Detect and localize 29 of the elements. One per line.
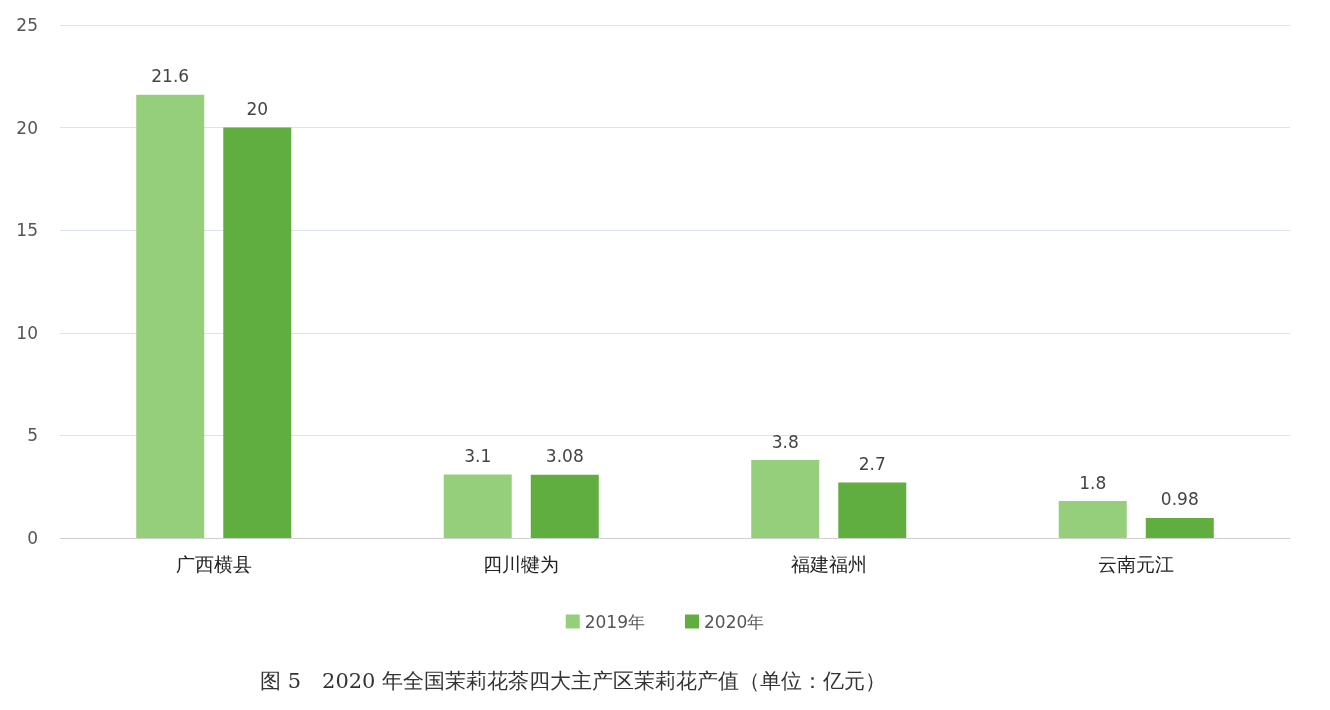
- text: 图 5 2020 年全国茉莉花茶四大主产区茉莉花产值（单位：亿元）: [260, 668, 887, 693]
- y-tick-label: 25: [16, 15, 38, 35]
- data-label: 21.6: [151, 66, 190, 87]
- data-label: 3.08: [545, 446, 584, 467]
- y-tick-label: 20: [16, 117, 38, 138]
- y-tick-label: 0: [27, 528, 38, 548]
- x-tick-label: 四川犍为: [483, 552, 560, 575]
- y-tick-label: 15: [16, 220, 38, 241]
- data-label: 20: [246, 99, 269, 120]
- bar: [751, 460, 820, 538]
- y-tick-label: 5: [27, 425, 38, 446]
- y-tick-label: 10: [16, 322, 38, 343]
- bar: [1058, 501, 1127, 538]
- data-label: 3.1: [464, 445, 492, 466]
- bar: [1145, 517, 1214, 538]
- bar: [530, 474, 599, 538]
- legend-label: 2019年: [584, 611, 645, 632]
- bar: [838, 482, 907, 538]
- x-tick-label: 云南元江: [1098, 552, 1175, 575]
- bar: [223, 127, 292, 538]
- data-label: 2.7: [858, 454, 886, 475]
- data-label: 1.8: [1079, 472, 1107, 493]
- x-tick-label: 福建福州: [790, 552, 867, 575]
- x-tick-label: 广西横县: [175, 552, 252, 575]
- data-label: 0.98: [1160, 489, 1199, 510]
- data-label: 3.8: [771, 431, 799, 452]
- bar: [136, 94, 205, 538]
- bar: [443, 474, 512, 538]
- legend-label: 2020年: [704, 611, 765, 632]
